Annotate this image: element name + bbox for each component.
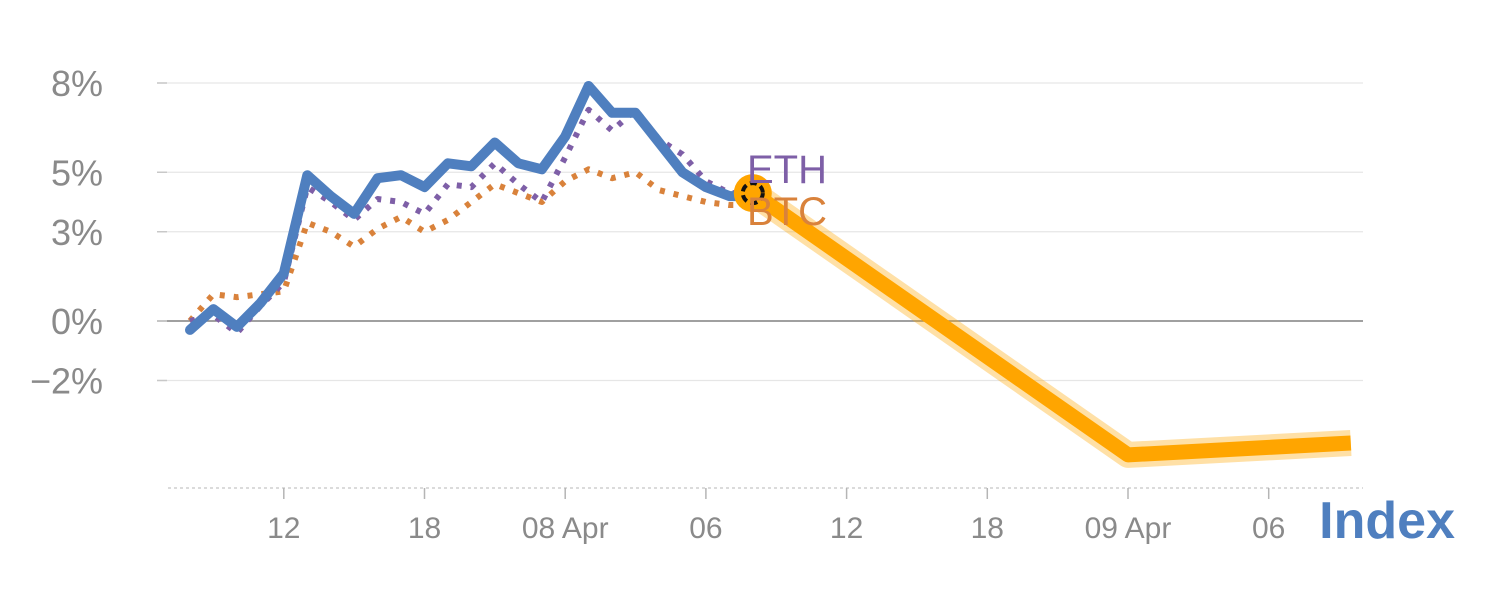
x-tick-label: 18 — [408, 512, 441, 545]
index-line — [185, 81, 758, 335]
x-tick-label: 06 — [1252, 512, 1285, 545]
eth-end-label: ETH — [747, 148, 827, 192]
y-tick-label: 5% — [51, 152, 103, 193]
x-axis-title: Index — [1319, 492, 1455, 550]
current-point-ring — [740, 181, 765, 206]
series-lines — [185, 81, 1352, 468]
forecast-line-glow — [745, 182, 1352, 468]
x-tick-label: 06 — [689, 512, 722, 545]
btc-line — [187, 166, 753, 323]
forecast-line — [748, 186, 1352, 463]
current-point-marker — [733, 174, 772, 213]
y-tick-label: 3% — [51, 212, 103, 253]
grid-lines — [157, 82, 1363, 382]
y-tick-label: 0% — [51, 301, 103, 342]
x-tick-label: 18 — [971, 512, 1004, 545]
btc-end-label: BTC — [747, 190, 827, 234]
x-tick-label: 12 — [267, 512, 300, 545]
y-axis-ticks: 8% 5% 3% 0% −2% — [30, 63, 167, 402]
x-tick-label: 12 — [830, 512, 863, 545]
y-tick-label: −2% — [30, 361, 103, 402]
x-tick-label: 08 Apr — [522, 512, 609, 545]
y-tick-label: 8% — [51, 63, 103, 104]
eth-line — [189, 106, 753, 336]
x-axis: 12 18 08 Apr 06 12 18 09 Apr 06 — [168, 487, 1363, 545]
x-tick-label: 09 Apr — [1085, 512, 1172, 545]
